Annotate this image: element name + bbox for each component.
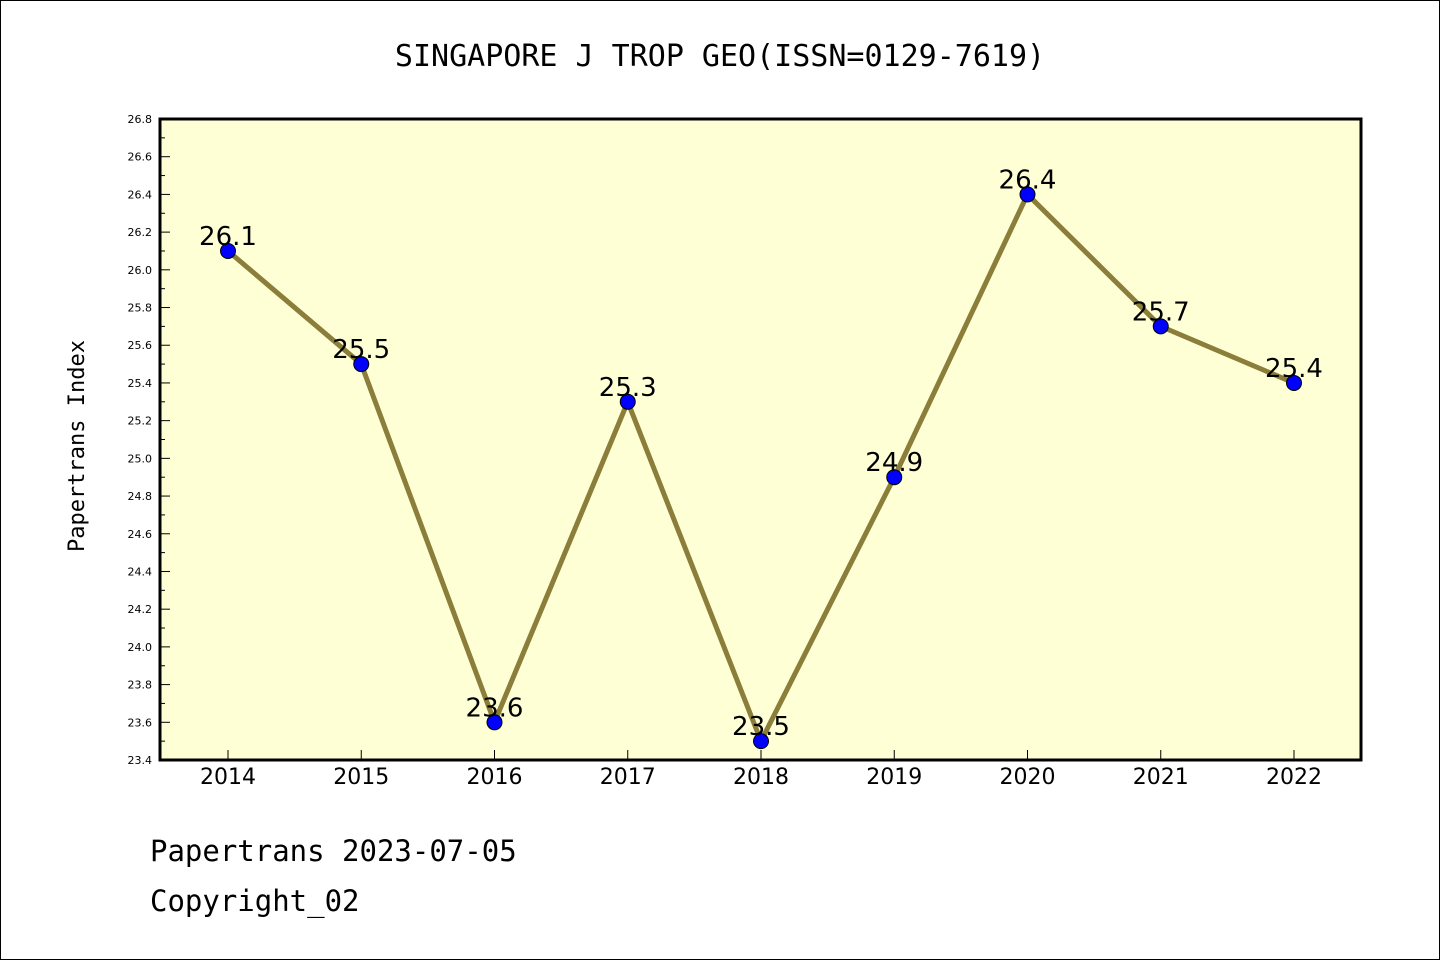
- data-point: [619, 393, 636, 410]
- x-tick-label: 2014: [200, 765, 256, 790]
- data-point: [886, 469, 903, 486]
- y-tick-label: 25.4: [128, 377, 153, 390]
- data-point: [220, 242, 236, 259]
- data-label: 25.7: [1132, 297, 1190, 327]
- y-tick-label: 26.6: [128, 151, 153, 164]
- data-label: 26.4: [999, 165, 1057, 195]
- x-tick-label: 2018: [733, 765, 789, 790]
- y-tick-label: 26.4: [128, 188, 153, 201]
- data-label: 25.4: [1265, 354, 1323, 384]
- data-label: 25.3: [599, 373, 657, 403]
- data-point: [753, 733, 769, 750]
- x-tick-label: 2020: [1000, 765, 1056, 790]
- data-label: 26.1: [199, 222, 257, 252]
- data-label: 24.9: [865, 448, 923, 478]
- y-tick-label: 23.6: [128, 716, 153, 729]
- data-points: [220, 186, 1302, 750]
- y-tick-label: 24.4: [128, 565, 153, 578]
- chart-title: SINGAPORE J TROP GEO(ISSN=0129-7619): [395, 39, 1045, 74]
- footer-date-text: Papertrans 2023-07-05: [150, 834, 517, 868]
- data-point: [486, 714, 503, 731]
- data-point: [1019, 186, 1036, 203]
- y-tick-label: 25.8: [128, 302, 153, 315]
- y-tick-label: 26.8: [128, 113, 153, 126]
- y-tick-label: 25.2: [128, 415, 153, 428]
- y-tick-label: 24.0: [128, 641, 153, 654]
- y-tick-label: 23.4: [128, 754, 153, 767]
- data-labels: 26.1 25.5 23.6 25.3 23.5 24.9 26.4 25.7 25.4: [199, 165, 1323, 742]
- y-axis-ticks: 23.4 23.6 23.8 24.0 24.2 24.4 24.6 24.8 25.0 25.2…: [128, 113, 170, 767]
- data-point: [1152, 318, 1169, 335]
- y-tick-label: 24.8: [128, 490, 153, 503]
- y-tick-label: 25.0: [128, 452, 153, 465]
- y-tick-label: 26.2: [128, 226, 153, 239]
- data-label: 23.6: [466, 693, 524, 723]
- data-label: 23.5: [732, 712, 790, 742]
- data-point: [353, 356, 370, 373]
- y-tick-label: 25.6: [128, 339, 153, 352]
- data-point: [1286, 374, 1302, 391]
- y-tick-label: 26.0: [128, 264, 153, 277]
- plot-area: [158, 117, 1363, 762]
- x-tick-label: 2015: [333, 765, 389, 790]
- x-tick-label: 2021: [1133, 765, 1189, 790]
- x-axis-ticks: 2014 2015 2016 2017 2018 2019 2020 2021 2022: [200, 750, 1322, 790]
- y-tick-label: 24.2: [128, 603, 153, 616]
- y-tick-label: 24.6: [128, 528, 153, 541]
- x-tick-label: 2016: [467, 765, 523, 790]
- footer-copyright-text: Copyright_02: [150, 884, 360, 918]
- y-tick-label: 23.8: [128, 679, 153, 692]
- x-tick-label: 2022: [1266, 765, 1322, 790]
- y-axis-label: Papertrans Index: [65, 340, 90, 552]
- x-tick-label: 2019: [866, 765, 922, 790]
- x-tick-label: 2017: [600, 765, 656, 790]
- data-label: 25.5: [332, 335, 390, 365]
